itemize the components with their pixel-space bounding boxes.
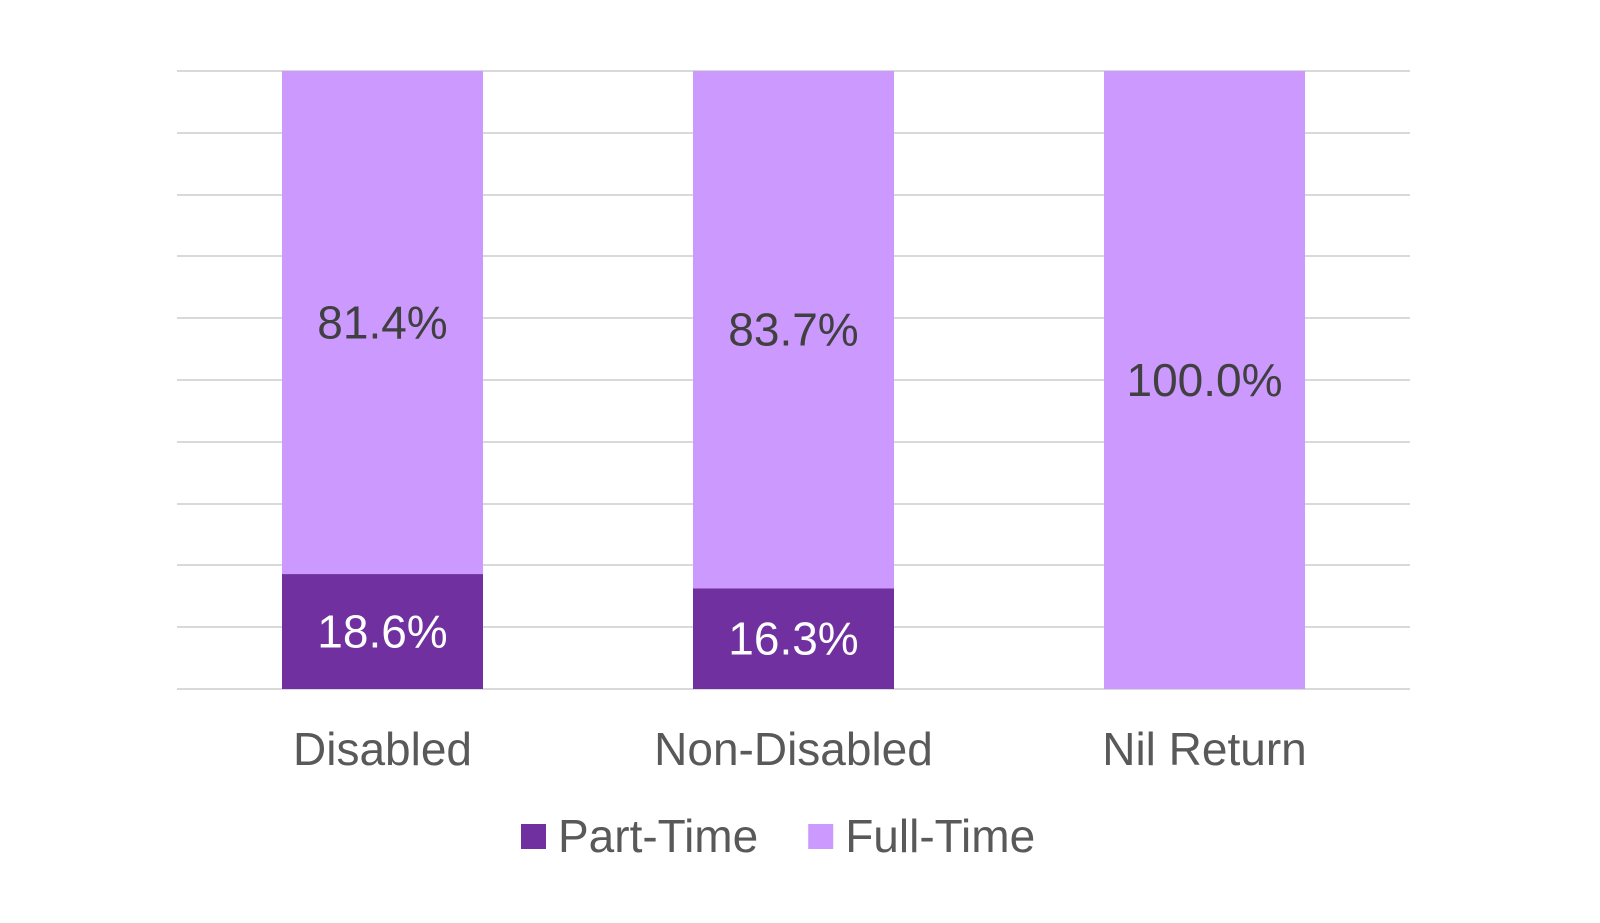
bar-part-time-disabled	[282, 574, 483, 689]
data-label: 81.4%	[317, 297, 447, 349]
data-label: 100.0%	[1126, 354, 1282, 406]
data-label: 16.3%	[728, 613, 858, 665]
legend-swatch	[808, 824, 834, 849]
bar-full-time-nil-return	[1104, 71, 1305, 689]
data-label: 18.6%	[317, 606, 447, 658]
category-label: Non-Disabled	[654, 723, 933, 775]
bar-full-time-non-disabled	[693, 71, 894, 589]
legend-label: Part-Time	[558, 810, 758, 862]
legend: Part-Time Full-Time	[521, 810, 1035, 862]
bar-part-time-non-disabled	[693, 588, 894, 689]
category-label: Nil Return	[1102, 723, 1307, 775]
bar-full-time-disabled	[282, 71, 483, 575]
category-label: Disabled	[293, 723, 472, 775]
legend-swatch	[521, 824, 546, 849]
category-axis-labels: Disabled Non-Disabled Nil Return	[293, 723, 1307, 775]
data-labels: 18.6% 81.4% 16.3% 83.7% 100.0%	[317, 297, 1282, 665]
legend-label: Full-Time	[845, 810, 1035, 862]
data-label: 83.7%	[728, 304, 858, 356]
bars	[282, 71, 1305, 689]
